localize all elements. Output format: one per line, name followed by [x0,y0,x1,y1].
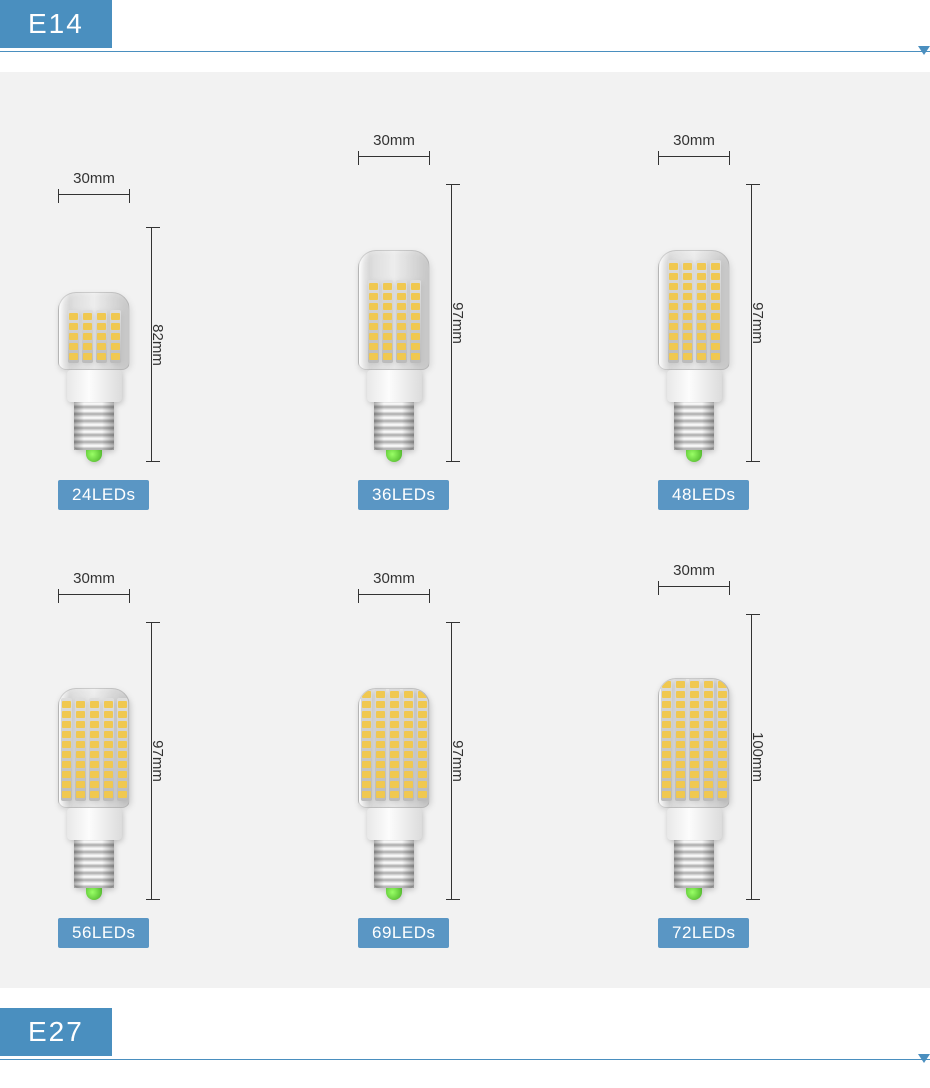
led-count-label: 48LEDs [658,480,749,510]
screw-thread [674,840,714,888]
bulb-neck [667,808,722,840]
contact-tip [86,450,102,462]
bulb-neck [67,370,122,402]
height-dimension: 100mm [748,614,758,900]
bulb-container: 30mm97mm [350,570,430,900]
bulb-container: 30mm97mm [350,132,430,462]
dimension-line [58,589,130,603]
section-title: E14 [0,0,112,48]
bulb-graphic [58,688,130,900]
height-label: 97mm [449,302,466,344]
bulb-neck [667,370,722,402]
bulb-base [674,402,714,462]
contact-tip [686,888,702,900]
dimension-line [658,151,730,165]
bulb-base [674,840,714,900]
bulb-head [358,250,430,370]
screw-thread [674,402,714,450]
bulb-head [58,292,130,370]
bulb-graphic [358,250,430,462]
height-dimension: 82mm [148,227,158,462]
bulb-cell: 30mm97mm69LEDs [350,570,580,948]
bulb-container: 30mm82mm [50,132,130,462]
height-label: 100mm [749,732,766,782]
dimension-line [358,151,430,165]
led-count-label: 24LEDs [58,480,149,510]
width-dimension: 30mm [658,562,730,595]
width-dimension: 30mm [358,132,430,165]
bulb-container: 30mm100mm [650,570,730,900]
bulb-base [74,840,114,900]
led-count-label: 56LEDs [58,918,149,948]
dimension-line [58,189,130,203]
bulb-neck [67,808,122,840]
width-dimension: 30mm [58,570,130,603]
screw-thread [74,402,114,450]
contact-tip [86,888,102,900]
screw-thread [374,840,414,888]
section-header-e14: E14 [0,0,930,52]
product-area-e14: 30mm82mm24LEDs30mm97mm36LEDs30mm97mm48LE… [0,72,930,988]
section-title: E27 [0,1008,112,1056]
screw-thread [74,840,114,888]
width-dimension: 30mm [358,570,430,603]
dimension-line [658,581,730,595]
contact-tip [386,888,402,900]
bulb-graphic [58,292,130,462]
bulb-graphic [658,250,730,462]
bulb-container: 30mm97mm [650,132,730,462]
led-count-label: 69LEDs [358,918,449,948]
contact-tip [686,450,702,462]
section-header-e27: E27 [0,1008,930,1060]
bulb-cell: 30mm97mm36LEDs [350,132,580,510]
dimension-line [358,589,430,603]
width-label: 30mm [58,170,130,187]
led-count-label: 36LEDs [358,480,449,510]
width-label: 30mm [358,132,430,149]
height-label: 82mm [149,324,166,366]
bulb-base [374,840,414,900]
header-underline [0,1058,930,1060]
bulb-neck [367,370,422,402]
height-dimension: 97mm [748,184,758,462]
height-label: 97mm [149,740,166,782]
bulb-grid: 30mm82mm24LEDs30mm97mm36LEDs30mm97mm48LE… [50,132,880,948]
height-dimension: 97mm [448,184,458,462]
bulb-head [358,688,430,808]
led-count-label: 72LEDs [658,918,749,948]
width-label: 30mm [658,132,730,149]
height-dimension: 97mm [448,622,458,900]
bulb-head [658,250,730,370]
bulb-cell: 30mm97mm48LEDs [650,132,880,510]
height-dimension: 97mm [148,622,158,900]
width-label: 30mm [658,562,730,579]
height-label: 97mm [749,302,766,344]
bulb-cell: 30mm100mm 72LEDs [650,570,880,948]
bulb-cell: 30mm82mm24LEDs [50,132,280,510]
bulb-cell: 30mm97mm56LEDs [50,570,280,948]
width-dimension: 30mm [58,170,130,203]
screw-thread [374,402,414,450]
bulb-container: 30mm97mm [50,570,130,900]
bulb-neck [367,808,422,840]
width-label: 30mm [358,570,430,587]
bulb-base [74,402,114,462]
contact-tip [386,450,402,462]
bulb-head [58,688,130,808]
bulb-graphic [358,688,430,900]
bulb-graphic [658,678,730,900]
height-label: 97mm [449,740,466,782]
width-dimension: 30mm [658,132,730,165]
bulb-base [374,402,414,462]
bulb-head [658,678,730,808]
header-underline [0,50,930,52]
width-label: 30mm [58,570,130,587]
